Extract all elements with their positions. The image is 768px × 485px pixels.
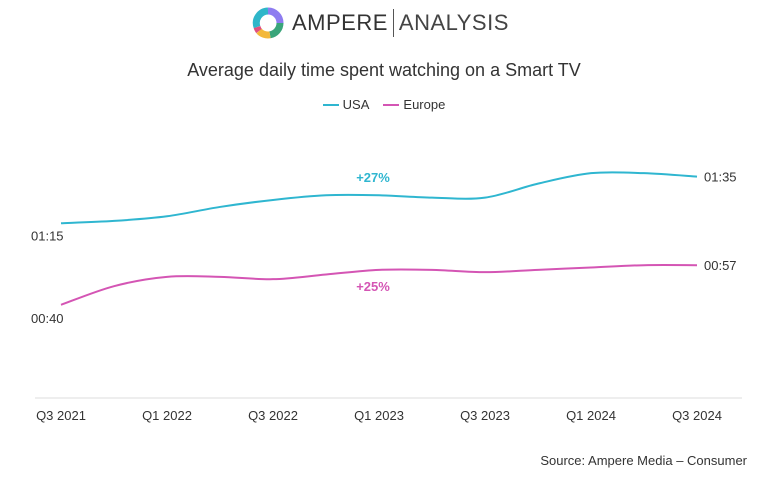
series-line-europe [60,264,698,306]
x-tick-label: Q3 2024 [672,408,722,423]
legend-label: Europe [403,97,446,112]
legend-item-usa[interactable]: USA [322,97,370,112]
series-line-usa [60,171,698,225]
legend-swatch-usa [322,103,339,106]
legend-swatch-europe [383,103,400,106]
start-value-label: 01:15 [31,228,64,243]
legend: USA Europe [0,97,768,112]
x-tick-label: Q3 2022 [248,408,298,423]
x-tick-label: Q3 2023 [460,408,510,423]
x-tick-label: Q1 2023 [354,408,404,423]
logo-divider [392,9,394,37]
x-tick-label: Q1 2022 [142,408,192,423]
brand-name: AMPERE [292,10,388,35]
start-value-label: 00:40 [31,311,64,326]
legend-item-europe[interactable]: Europe [383,97,445,112]
end-value-label: 01:35 [704,170,737,185]
legend-label: USA [342,97,370,112]
source-note: Source: Ampere Media – Consumer [540,453,747,468]
logo-donut-icon [252,7,284,39]
brand-suffix: ANALYSIS [398,10,509,35]
x-tick-label: Q1 2024 [566,408,616,423]
chart-title: Average daily time spent watching on a S… [187,60,581,80]
end-value-label: 00:57 [704,258,737,273]
ampere-logo: AMPERE ANALYSIS [252,7,509,39]
change-label: +27% [356,170,390,185]
x-tick-label: Q3 2021 [36,408,86,423]
change-label: +25% [356,279,390,294]
